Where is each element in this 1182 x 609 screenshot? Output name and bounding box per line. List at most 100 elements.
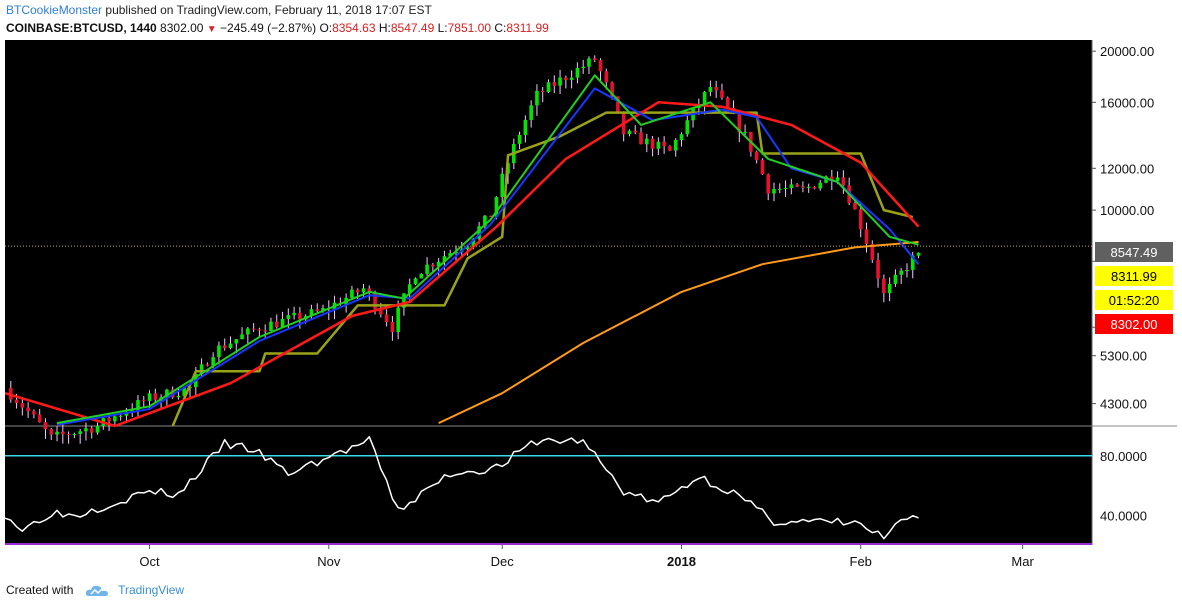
candle-body — [298, 312, 302, 320]
candle-body — [581, 66, 585, 69]
author-link[interactable]: BTCookieMonster — [6, 3, 103, 17]
candle-body — [124, 412, 129, 416]
candle-body — [812, 186, 817, 189]
candle-body — [725, 97, 730, 108]
candle-body — [465, 246, 470, 250]
candle-body — [633, 130, 638, 133]
price-tag-box — [1095, 314, 1173, 334]
candle-body — [708, 87, 713, 92]
candle-body — [616, 96, 620, 112]
time-tick-label: Feb — [850, 554, 872, 569]
candle-body — [835, 177, 840, 181]
candle-body — [564, 77, 568, 81]
candle-body — [107, 418, 111, 422]
candle-body — [407, 284, 412, 294]
candle-body — [442, 256, 447, 262]
tradingview-cloud-icon — [85, 585, 108, 596]
candle-body — [373, 292, 377, 309]
time-tick-label: 2018 — [667, 554, 696, 569]
candle-body — [858, 209, 863, 230]
candle-body — [627, 130, 632, 135]
candle-body — [483, 215, 487, 227]
candle-body — [280, 318, 285, 328]
time-tick-label: Nov — [317, 554, 341, 569]
candle-body — [743, 132, 747, 134]
candle-body — [436, 261, 441, 267]
candle-body — [14, 399, 19, 403]
candle-body — [656, 141, 661, 149]
candle-body — [384, 314, 389, 323]
candle-body — [431, 264, 435, 267]
candle-body — [234, 339, 239, 344]
trailing-stop-olive-line — [171, 111, 914, 427]
candle-body — [500, 173, 505, 197]
candle-body — [569, 77, 574, 81]
candle-body — [43, 422, 48, 430]
price-tick-label: 20000.00 — [1100, 44, 1154, 59]
candle-body — [448, 253, 453, 257]
price-tag-label: 8547.49 — [1111, 245, 1158, 260]
candle-body — [494, 196, 499, 217]
tradingview-link[interactable]: TradingView — [118, 583, 185, 597]
candle-body — [153, 393, 158, 400]
time-tick-label: Dec — [491, 554, 515, 569]
created-with-text: Created with — [6, 583, 74, 597]
chart-canvas[interactable]: 20000.00 16000.00 12000.00 10000.00 5300.00 4… — [5, 40, 1177, 575]
candle-body — [182, 388, 187, 396]
candle-body — [899, 270, 903, 275]
price-tick-label: 16000.00 — [1100, 95, 1154, 110]
candle-body — [714, 87, 718, 91]
price-tick-label: 5300.00 — [1100, 349, 1147, 364]
open-label: O: — [319, 21, 333, 35]
candle-body — [37, 414, 42, 423]
candle-body — [286, 315, 291, 319]
plot-background — [5, 40, 1092, 573]
price-tick-label: 10000.00 — [1100, 203, 1154, 218]
price-tag-label: 8311.99 — [1111, 269, 1157, 284]
candle-body — [777, 188, 782, 190]
candle-body — [379, 308, 383, 315]
candle-body — [240, 334, 244, 340]
candle-body — [176, 395, 181, 398]
time-axis[interactable]: Oct Nov Dec 2018 Feb Mar — [139, 545, 1034, 569]
candle-body — [118, 415, 123, 417]
candle-body — [84, 428, 88, 432]
candle-body — [402, 293, 406, 308]
candle-body — [199, 364, 204, 375]
candle-body — [55, 431, 59, 435]
candle-body — [662, 141, 666, 147]
candle-body — [864, 229, 869, 244]
price-tag-box — [1095, 290, 1173, 310]
time-tick-label: Mar — [1011, 554, 1034, 569]
candle-body — [136, 400, 140, 411]
last-price: 8302.00 — [160, 21, 204, 35]
candle-body — [818, 182, 823, 189]
candle-body — [263, 330, 267, 332]
candle-body — [66, 434, 71, 436]
candle-body — [685, 120, 690, 135]
candle-body — [274, 321, 279, 328]
low-value: 7851.00 — [447, 21, 491, 35]
time-tick-label: Oct — [139, 554, 160, 569]
change-value: −245.49 (−2.87%) — [220, 21, 317, 35]
candle-body — [488, 215, 493, 217]
close-value: 8311.99 — [506, 21, 549, 35]
candle-body — [754, 151, 759, 161]
price-tag-box — [1095, 242, 1173, 262]
candle-body — [246, 328, 250, 335]
candle-body — [141, 400, 146, 402]
ma-red-line — [5, 101, 920, 428]
symbol-label: COINBASE:BTCUSD, 1440 — [6, 21, 157, 35]
price-axis[interactable]: 20000.00 16000.00 12000.00 10000.00 5300.00 4… — [1092, 44, 1173, 523]
candle-body — [887, 283, 892, 294]
candles — [8, 55, 921, 444]
footer: Created with TradingView — [6, 583, 184, 598]
candle-body — [95, 425, 100, 433]
candle-body — [783, 188, 788, 190]
candle-body — [916, 252, 921, 256]
high-label: H: — [378, 21, 391, 35]
candle-body — [228, 343, 233, 349]
candle-body — [211, 357, 215, 366]
candle-body — [413, 278, 418, 285]
down-arrow-icon: ▼ — [206, 24, 217, 35]
